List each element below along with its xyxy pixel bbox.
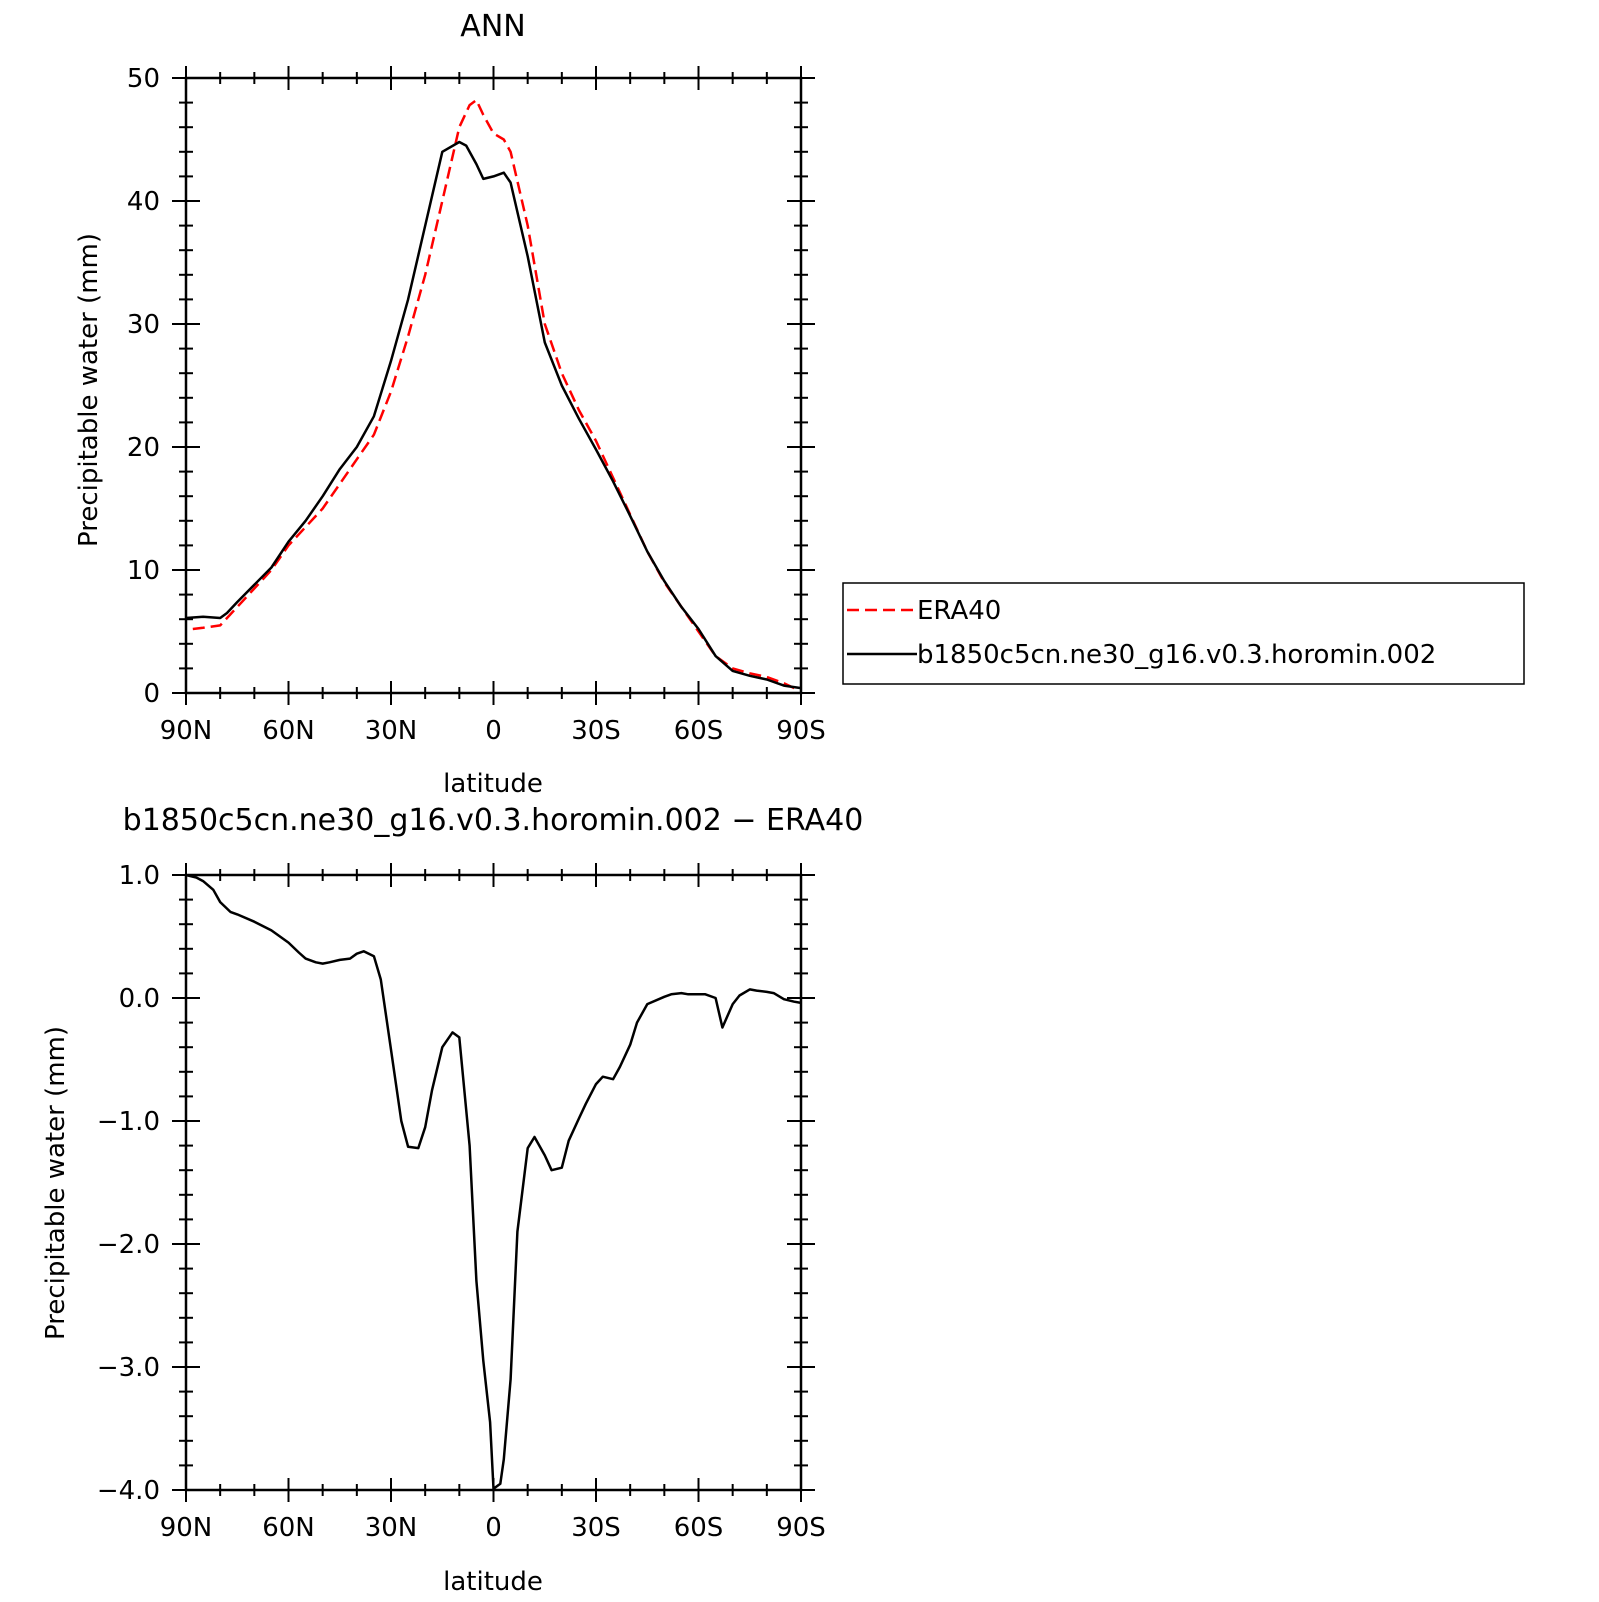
x-tick-label: 60N: [262, 1513, 315, 1543]
legend-label-model: b1850c5cn.ne30_g16.v0.3.horomin.002: [917, 640, 1436, 670]
top-x-tick-labels: 90N 60N 30N 0 30S 60S 90S: [160, 716, 826, 746]
x-tick-label: 90S: [776, 716, 826, 746]
y-tick-label: 20: [127, 433, 160, 463]
x-tick-label: 90S: [776, 1513, 826, 1543]
bottom-chart-title: b1850c5cn.ne30_g16.v0.3.horomin.002 − ER…: [123, 803, 864, 838]
top-panel: ANN 90N 60N 30N 0 30S 60S 90S 0 10 20 30 40 50 lati…: [74, 9, 826, 799]
y-tick-label: −1.0: [97, 1107, 160, 1137]
top-series-layer: [185, 98, 802, 690]
bottom-x-axis-title: latitude: [443, 1567, 543, 1597]
series-line-model: [185, 140, 802, 690]
y-tick-label: 50: [127, 64, 160, 94]
top-plot-frame: [184, 76, 803, 695]
x-tick-label: 60N: [262, 716, 315, 746]
y-tick-label: 1.0: [119, 861, 160, 891]
legend-label-era40: ERA40: [917, 596, 1001, 626]
x-tick-label: 60S: [674, 1513, 724, 1543]
x-tick-label: 90N: [160, 1513, 213, 1543]
y-tick-label: −4.0: [97, 1476, 160, 1506]
x-tick-label: 90N: [160, 716, 213, 746]
bottom-y-tick-labels: 1.0 0.0 −1.0 −2.0 −3.0 −4.0: [97, 861, 160, 1506]
bottom-series-layer: [185, 873, 802, 1491]
y-tick-label: 30: [127, 310, 160, 340]
top-axis-ticks: [172, 66, 815, 705]
x-tick-label: 30S: [571, 1513, 621, 1543]
series-line-era40: [192, 98, 795, 690]
legend-box: [842, 582, 1525, 685]
bottom-plot-frame: [184, 873, 803, 1492]
top-y-axis-title: Precipitable water (mm): [74, 233, 104, 547]
bottom-axis-ticks: [172, 863, 815, 1502]
x-tick-label: 0: [485, 716, 502, 746]
x-tick-label: 30S: [571, 716, 621, 746]
y-tick-label: 0.0: [119, 984, 160, 1014]
y-tick-label: 0: [143, 679, 160, 709]
y-tick-label: 40: [127, 187, 160, 217]
top-x-axis-title: latitude: [443, 769, 543, 799]
y-tick-label: −2.0: [97, 1230, 160, 1260]
x-tick-label: 0: [485, 1513, 502, 1543]
bottom-x-tick-labels: 90N 60N 30N 0 30S 60S 90S: [160, 1513, 826, 1543]
x-tick-label: 30N: [365, 1513, 418, 1543]
top-chart-title: ANN: [460, 9, 525, 44]
y-tick-label: −3.0: [97, 1353, 160, 1383]
series-line-difference: [185, 873, 802, 1491]
x-tick-label: 60S: [674, 716, 724, 746]
bottom-panel: b1850c5cn.ne30_g16.v0.3.horomin.002 − ER…: [41, 803, 863, 1597]
x-tick-label: 30N: [365, 716, 418, 746]
y-tick-label: 10: [127, 556, 160, 586]
bottom-y-axis-title: Precipitable water (mm): [41, 1026, 71, 1340]
legend: ERA40 b1850c5cn.ne30_g16.v0.3.horomin.00…: [842, 582, 1525, 685]
top-y-tick-labels: 0 10 20 30 40 50: [127, 64, 160, 709]
